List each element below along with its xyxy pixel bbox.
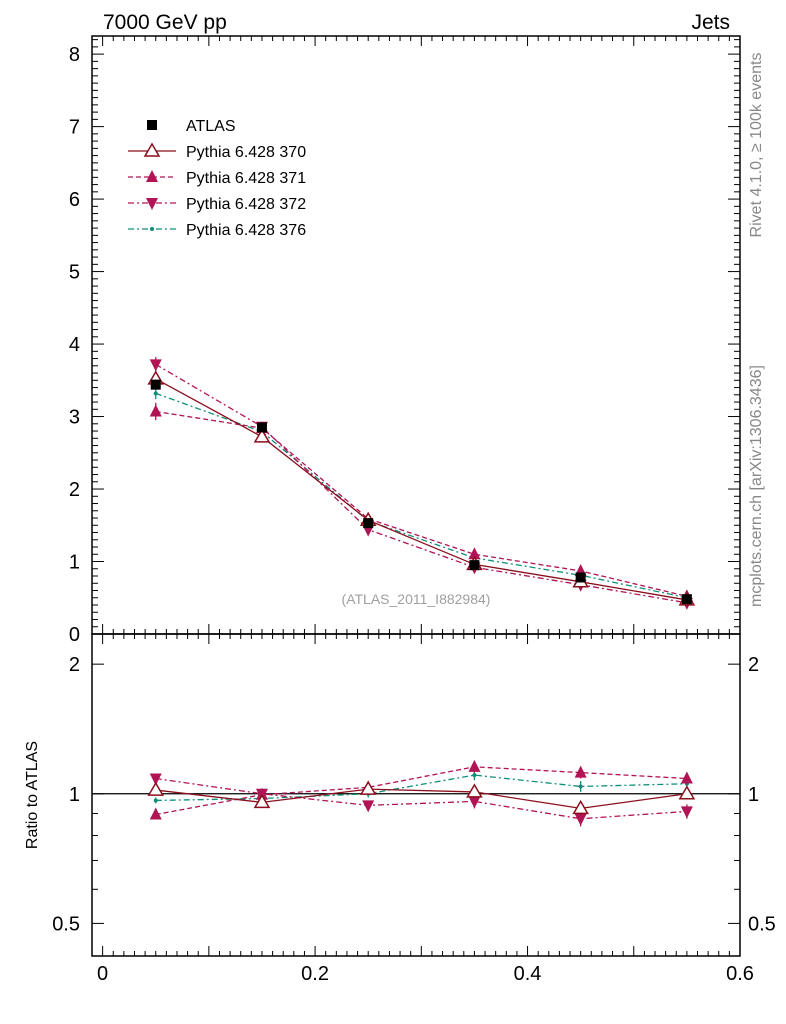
legend-label-p371: Pythia 6.428 371 [186,170,306,187]
legend-marker-p370 [143,142,161,157]
ratio-y-tick-label-right: 0.5 [748,913,776,935]
ratio-point-p372 [149,773,162,786]
ratio-x-tick-label: 0.6 [726,963,754,985]
main-point-atlas [681,594,692,605]
ratio-plot-series [147,759,696,827]
ratio-y-tick-label: 1 [69,784,80,806]
ratio-line-p376 [155,774,687,802]
ratio-point-p370 [359,780,377,795]
ratio-point-p370 [572,799,589,815]
legend: ATLAS Pythia 6.428 370 Pythia 6.428 371 Pyt… [128,118,306,239]
ratio-y-tick-label-right: 1 [748,784,759,806]
main-line-p371 [155,410,688,597]
ratio-point-p372 [680,806,693,819]
ratio-plot-axes: 0 0.2 0.4 0.6 0.5 0.5 1 1 2 2 [52,633,776,985]
ratio-y-tick-label-right: 2 [748,654,759,676]
ratio-line-p370 [155,788,687,810]
ratio-point-p371 [574,765,587,778]
main-point-atlas [256,422,267,433]
legend-marker-p372 [146,198,158,210]
main-point-atlas [469,560,480,571]
main-point-p371 [149,404,162,417]
analysis-id-watermark: (ATLAS_2011_I882984) [342,591,491,607]
ratio-point-p371 [255,787,268,800]
main-y-tick-label: 6 [69,189,80,211]
legend-label-p372: Pythia 6.428 372 [186,196,306,213]
main-point-atlas [150,379,161,390]
ratio-point-p371 [468,759,481,772]
ratio-y-axis-label: Ratio to ATLAS [24,741,41,849]
ratio-x-tick-label: 0 [97,963,108,985]
ratio-point-p370 [147,781,165,796]
ratio-point-p376 [472,773,477,778]
mcplots-label: mcplots.cern.ch [arXiv:1306.3436] [748,365,765,607]
ratio-line-p371 [155,766,687,816]
main-y-tick-label: 8 [69,44,80,66]
legend-marker-p371 [146,170,158,182]
ratio-point-p371 [149,807,162,820]
ratio-point-p370 [678,785,696,800]
ratio-y-tick-label: 2 [69,654,80,676]
legend-marker-atlas [147,120,157,130]
ratio-point-p372 [574,813,587,826]
main-y-tick-label: 1 [69,552,80,574]
main-point-p371 [468,547,481,560]
ratio-point-p371 [680,771,693,784]
main-y-tick-label: 4 [69,334,80,356]
main-y-tick-label: 2 [69,479,80,501]
main-line-p370 [155,378,687,601]
rivet-version-label: Rivet 4.1.0, ≥ 100k events [748,53,765,238]
ratio-point-p372 [362,800,375,813]
main-y-tick-label: 3 [69,407,80,429]
main-point-p372 [149,359,162,372]
ratio-x-tick-label: 0.2 [301,963,329,985]
main-plot-series [147,357,696,610]
main-plot-axes: 0 1 2 3 4 5 6 7 8 [69,35,741,646]
legend-label-p376: Pythia 6.428 376 [186,222,306,239]
legend-label-p370: Pythia 6.428 370 [186,144,306,161]
main-point-atlas [363,518,374,529]
legend-label-atlas: ATLAS [186,118,236,135]
ratio-point-p370 [466,783,483,798]
ratio-point-p376 [153,798,158,803]
main-y-tick-label: 0 [69,624,80,646]
ratio-line-p372 [155,777,687,820]
main-point-atlas [575,572,586,583]
ratio-point-p376 [578,784,583,789]
main-y-tick-label: 5 [69,262,80,284]
plot-title-right: Jets [691,11,730,34]
main-y-tick-label: 7 [69,117,80,139]
ratio-point-p372 [468,796,481,809]
legend-marker-p376 [150,227,154,231]
ratio-point-p370 [253,793,271,809]
main-line-p372 [155,363,687,604]
ratio-y-tick-label: 0.5 [52,913,80,935]
plot-title-left: 7000 GeV pp [103,11,227,34]
main-point-p370 [253,428,271,443]
main-point-p376 [153,391,158,396]
ratio-plot-frame [91,633,741,957]
ratio-x-tick-label: 0.4 [514,963,542,985]
